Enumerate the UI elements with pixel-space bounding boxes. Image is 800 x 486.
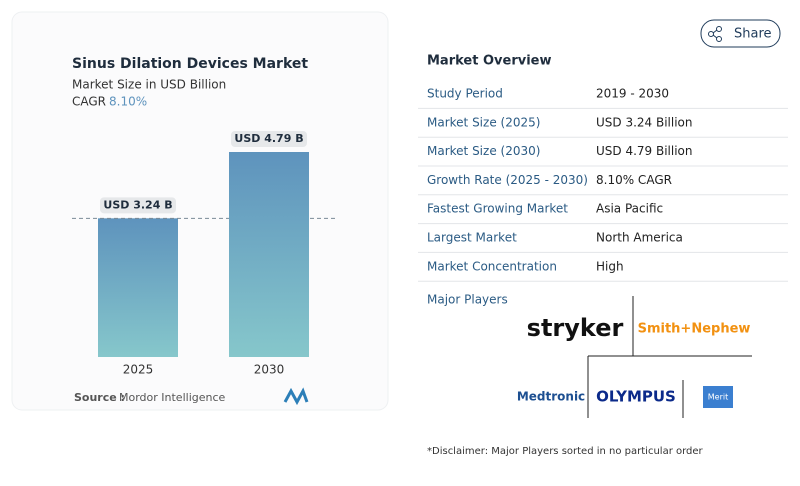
player-grid <box>587 296 752 418</box>
player-logo: Merit <box>708 393 728 402</box>
row-label: Growth Rate (2025 - 2030) <box>427 173 588 187</box>
row-value: USD 3.24 Billion <box>596 115 693 129</box>
chart-title: Sinus Dilation Devices Market <box>72 56 308 72</box>
row-value: 8.10% CAGR <box>596 173 672 187</box>
value-label-bg <box>231 131 307 147</box>
logo <box>283 387 309 406</box>
cagr-label: CAGR <box>72 95 106 109</box>
player-logo: Smith+Nephew <box>638 322 751 337</box>
value-label: USD 4.79 B <box>234 132 303 145</box>
overview-title: Market Overview <box>427 54 551 69</box>
row-label: Study Period <box>427 87 503 101</box>
player-logo-box <box>703 386 733 408</box>
row-label: Market Size (2025) <box>427 115 540 129</box>
chart-subtitle: Market Size in USD Billion <box>72 78 226 92</box>
major-players-label: Major Players <box>427 293 508 307</box>
row-label: Largest Market <box>427 231 517 245</box>
value-label: USD 3.24 B <box>103 198 172 211</box>
share-label[interactable]: Share <box>734 27 772 42</box>
x-tick-label: 2030 <box>254 363 285 377</box>
source-label: Source : <box>74 391 125 404</box>
value-label-bg <box>100 197 176 214</box>
cagr-value: 8.10% <box>109 95 147 109</box>
row-value: North America <box>596 231 683 245</box>
share-button[interactable]: Share <box>700 19 781 48</box>
plot: USD 3.24 B 2025 USD 4.79 B 2030 <box>72 131 338 377</box>
bar <box>229 152 309 357</box>
row-label: Fastest Growing Market <box>427 202 568 216</box>
bar <box>98 218 178 357</box>
row-value: High <box>596 259 624 273</box>
row-label: Market Concentration <box>427 259 557 273</box>
row-value: 2019 - 2030 <box>596 87 669 101</box>
player-logo: stryker <box>527 314 624 342</box>
row-label: Market Size (2030) <box>427 144 540 158</box>
source: Mordor Intelligence <box>119 391 226 404</box>
player-logo: OLYMPUS <box>596 388 676 406</box>
row-value: USD 4.79 Billion <box>596 144 693 158</box>
disclaimer: *Disclaimer: Major Players sorted in no … <box>427 446 704 457</box>
x-tick-label: 2025 <box>123 363 154 377</box>
overview-table: Study Period 2019 - 2030 Market Size (2025… <box>418 87 788 282</box>
player-logo: Medtronic <box>517 390 585 404</box>
row-value: Asia Pacific <box>596 202 663 216</box>
